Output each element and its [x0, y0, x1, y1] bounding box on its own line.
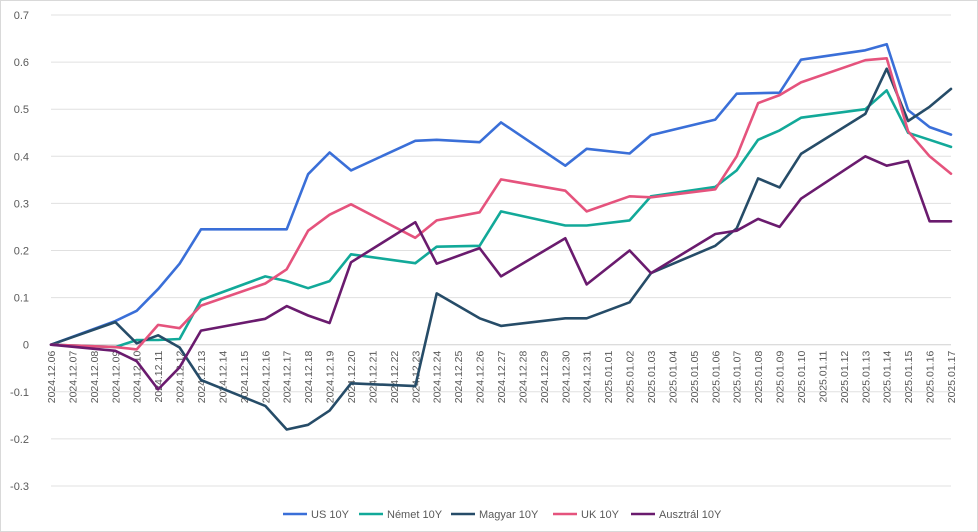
- x-tick-label: 2025.01.14: [882, 351, 894, 404]
- series-lines: [49, 42, 953, 431]
- x-tick-label: 2024.12.25: [453, 351, 465, 404]
- x-tick-label: 2024.12.22: [389, 351, 401, 404]
- x-tick-label: 2025.01.05: [689, 351, 701, 404]
- y-tick-label: -0.3: [10, 481, 29, 493]
- series-line-0: [49, 42, 953, 347]
- x-tick-label: 2025.01.13: [860, 351, 872, 404]
- x-tick-label: 2025.01.01: [603, 351, 615, 404]
- x-axis-ticks: 2024.12.06 2024.12.07 2024.12.08 2024.12.09…: [46, 351, 958, 404]
- series-line-3: [49, 56, 953, 351]
- x-tick-label: 2024.12.27: [496, 351, 508, 404]
- x-tick-label: 2024.12.13: [196, 351, 208, 404]
- x-tick-label: 2024.12.11: [153, 351, 165, 403]
- series-line-4: [49, 155, 953, 391]
- y-tick-label: 0.4: [14, 151, 29, 163]
- y-tick-label: 0.3: [14, 198, 29, 210]
- x-tick-label: 2024.12.26: [475, 351, 487, 404]
- y-tick-label: -0.2: [10, 434, 29, 446]
- series-line-2: [49, 67, 953, 431]
- x-tick-label: 2024.12.08: [89, 351, 101, 404]
- x-tick-label: 2024.12.10: [132, 351, 144, 404]
- series-line-1: [49, 89, 953, 349]
- x-tick-label: 2025.01.12: [839, 351, 851, 404]
- x-tick-label: 2024.12.16: [260, 351, 272, 404]
- legend-label: UK 10Y: [581, 509, 620, 521]
- x-tick-label: 2025.01.07: [732, 351, 744, 404]
- x-tick-label: 2024.12.20: [346, 351, 358, 404]
- x-tick-label: 2025.01.04: [667, 351, 679, 404]
- x-tick-label: 2025.01.06: [710, 351, 722, 404]
- x-tick-label: 2024.12.07: [67, 351, 79, 404]
- x-tick-label: 2025.01.15: [903, 351, 915, 404]
- x-tick-label: 2024.12.31: [582, 351, 594, 404]
- x-tick-label: 2025.01.10: [796, 351, 808, 404]
- x-tick-label: 2024.12.29: [539, 351, 551, 404]
- legend: US 10Y Német 10Y Magyar 10Y UK 10Y Ausztrál …: [283, 509, 722, 521]
- x-tick-label: 2025.01.08: [753, 351, 765, 404]
- y-tick-label: 0.2: [14, 246, 29, 258]
- x-tick-label: 2024.12.14: [217, 351, 229, 404]
- x-tick-label: 2025.01.03: [646, 351, 658, 404]
- y-axis-ticks: -0.3 -0.2 -0.1 0 0.1 0.2 0.3 0.4 0.5 0.6 0.7: [10, 10, 29, 493]
- x-tick-label: 2024.12.06: [46, 351, 58, 404]
- x-tick-label: 2024.12.17: [282, 351, 294, 404]
- gridlines: [51, 14, 951, 487]
- x-tick-label: 2024.12.19: [325, 351, 337, 404]
- x-tick-label: 2024.12.30: [560, 351, 572, 404]
- y-tick-label: 0.5: [14, 104, 29, 116]
- y-tick-label: 0.6: [14, 57, 29, 69]
- y-tick-label: 0: [23, 340, 29, 352]
- x-tick-label: 2024.12.24: [432, 351, 444, 404]
- y-tick-label: 0.1: [14, 293, 29, 305]
- x-tick-label: 2025.01.11: [817, 351, 829, 403]
- x-tick-label: 2024.12.12: [175, 351, 187, 404]
- x-tick-label: 2024.12.21: [367, 351, 379, 404]
- y-tick-label: -0.1: [10, 387, 29, 399]
- x-tick-label: 2024.12.09: [110, 351, 122, 404]
- x-tick-label: 2025.01.02: [625, 351, 637, 404]
- x-tick-label: 2025.01.16: [925, 351, 937, 404]
- legend-label: US 10Y: [311, 509, 350, 521]
- x-tick-label: 2024.12.15: [239, 351, 251, 404]
- x-tick-label: 2024.12.18: [303, 351, 315, 404]
- x-tick-label: 2024.12.28: [517, 351, 529, 404]
- legend-label: Magyar 10Y: [479, 509, 539, 521]
- x-tick-label: 2025.01.09: [775, 351, 787, 404]
- y-tick-label: 0.7: [14, 10, 29, 22]
- x-tick-label: 2025.01.17: [946, 351, 958, 404]
- legend-label: Német 10Y: [387, 509, 443, 521]
- legend-label: Ausztrál 10Y: [659, 509, 722, 521]
